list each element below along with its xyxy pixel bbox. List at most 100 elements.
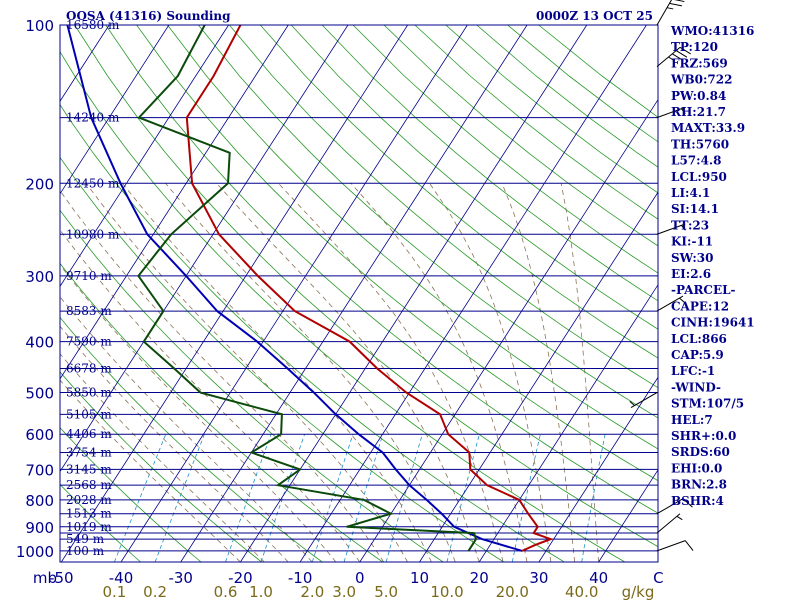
wind-barb-staff <box>630 392 658 408</box>
index-entry: LCL:866 <box>671 332 727 346</box>
wind-barb-flag <box>682 498 693 508</box>
temperature-tick-label: C <box>653 569 663 587</box>
mixing-ratio-line <box>446 434 480 562</box>
wind-barb-staff <box>656 540 686 552</box>
index-entry: CINH:19641 <box>671 316 755 330</box>
wind-barb-staff <box>656 295 684 312</box>
moist-adiabat <box>60 379 241 562</box>
isotherm-line <box>60 25 349 473</box>
isotherm-line <box>478 284 658 562</box>
moist-adiabat <box>60 264 337 562</box>
moist-adiabat <box>501 183 576 562</box>
temperature-tick-label: -40 <box>109 569 134 587</box>
wind-barb-staff <box>656 498 684 515</box>
dewpoint-profile <box>137 25 478 552</box>
index-entry: LCL:950 <box>671 170 727 184</box>
index-entry: STM:107/5 <box>671 397 744 411</box>
index-entry: TT:23 <box>671 218 709 232</box>
pressure-tick-label: 600 <box>25 426 54 444</box>
wind-barb-staff <box>656 513 681 534</box>
wind-barb-half-flag <box>668 56 675 61</box>
wind-barb-flag <box>669 2 682 7</box>
height-label: 4406 m <box>66 427 112 441</box>
index-entry: RH:21.7 <box>671 105 726 119</box>
wind-barb-flag <box>672 53 684 61</box>
height-label: 3145 m <box>66 462 112 476</box>
temperature-tick-label: 30 <box>529 569 548 587</box>
moist-adiabat <box>216 183 480 562</box>
index-entry: WB0:722 <box>670 73 732 87</box>
temperature-tick-label: -20 <box>228 569 253 587</box>
pressure-tick-label: 800 <box>25 492 54 510</box>
index-entry: EHI:0.0 <box>671 461 722 475</box>
index-entry: HEL:7 <box>671 413 713 427</box>
mixing-ratio-line <box>225 434 272 562</box>
moist-adiabat <box>60 353 265 562</box>
isotherm-line <box>180 25 528 562</box>
height-label: 14240 m <box>66 111 120 125</box>
sounding-profiles <box>66 25 554 552</box>
parcel-trace <box>66 25 523 552</box>
mixing-ratio-line <box>114 434 167 562</box>
dry-adiabat <box>228 25 658 389</box>
index-entry: PW:0.84 <box>671 89 726 103</box>
pressure-tick-label: 200 <box>25 175 54 193</box>
mixing-ratio-line <box>154 434 205 562</box>
wind-barb <box>629 392 658 408</box>
isotherm-line <box>538 376 658 562</box>
index-entry: MAXT:33.9 <box>671 121 745 135</box>
dry-adiabat <box>60 316 323 562</box>
index-entry: BRN:2.8 <box>671 478 727 492</box>
height-label: 1019 m <box>66 520 112 534</box>
temperature-tick-label: -10 <box>288 569 313 587</box>
mixing-ratio-tick-label: 2.0 <box>300 583 324 600</box>
plot-frame <box>59 24 659 563</box>
pressure-tick-label: 1000 <box>16 543 54 561</box>
isotherm-line <box>598 469 658 562</box>
isotherm-line <box>60 25 289 380</box>
background-grid <box>60 25 658 562</box>
dry-adiabat <box>167 25 658 450</box>
wind-barb-flag <box>684 540 694 551</box>
wind-barb-half-flag <box>679 297 685 303</box>
height-label: 5105 m <box>66 407 112 421</box>
index-entry: BSHR:4 <box>671 494 724 508</box>
wind-barb <box>656 540 694 552</box>
pressure-tick-label: 400 <box>25 334 54 352</box>
dry-adiabat <box>60 209 444 562</box>
wind-barb-flag <box>674 0 685 3</box>
dry-adiabat <box>352 25 658 274</box>
height-label: 9710 m <box>66 269 112 283</box>
moist-adiabat <box>60 190 385 562</box>
temperature-tick-label: 0 <box>355 569 365 587</box>
index-entry: EI:2.6 <box>671 267 711 281</box>
wind-barb-staff <box>656 106 686 119</box>
dry-adiabat <box>60 156 505 562</box>
wind-barb <box>656 106 686 119</box>
isotherm-line <box>60 25 409 562</box>
index-entry: FRZ:569 <box>671 56 728 70</box>
valid-time: 0000Z 13 OCT 25 <box>536 9 653 23</box>
isotherm-line <box>299 25 647 562</box>
height-label: 3754 m <box>66 445 112 459</box>
height-labels: 16580 m 14240 m 12450 m 10980 m 9710 m 8583 m… <box>66 18 120 558</box>
isotherm-line <box>60 25 170 195</box>
wind-barb-half-flag <box>681 225 686 231</box>
temperature-tick-label: 40 <box>589 569 608 587</box>
wind-barb-half-flag <box>676 515 683 521</box>
pressure-tick-label: 500 <box>25 385 54 403</box>
moist-adiabat <box>560 183 599 562</box>
moist-adiabats <box>60 183 599 562</box>
dry-adiabat <box>74 25 658 548</box>
moist-adiabat <box>60 325 289 562</box>
mixing-ratio-tick-label: 3.0 <box>332 583 356 600</box>
dry-adiabat <box>60 427 202 562</box>
index-entry: TP:120 <box>671 40 718 54</box>
moist-adiabat <box>122 183 432 562</box>
temperature-tick-label: 10 <box>410 569 429 587</box>
pressure-unit-label: mb <box>33 569 57 587</box>
moist-adiabat <box>350 183 528 562</box>
mixing-ratio-line <box>385 434 423 562</box>
index-entry: KI:-11 <box>671 235 713 249</box>
index-entry: SI:14.1 <box>671 202 719 216</box>
